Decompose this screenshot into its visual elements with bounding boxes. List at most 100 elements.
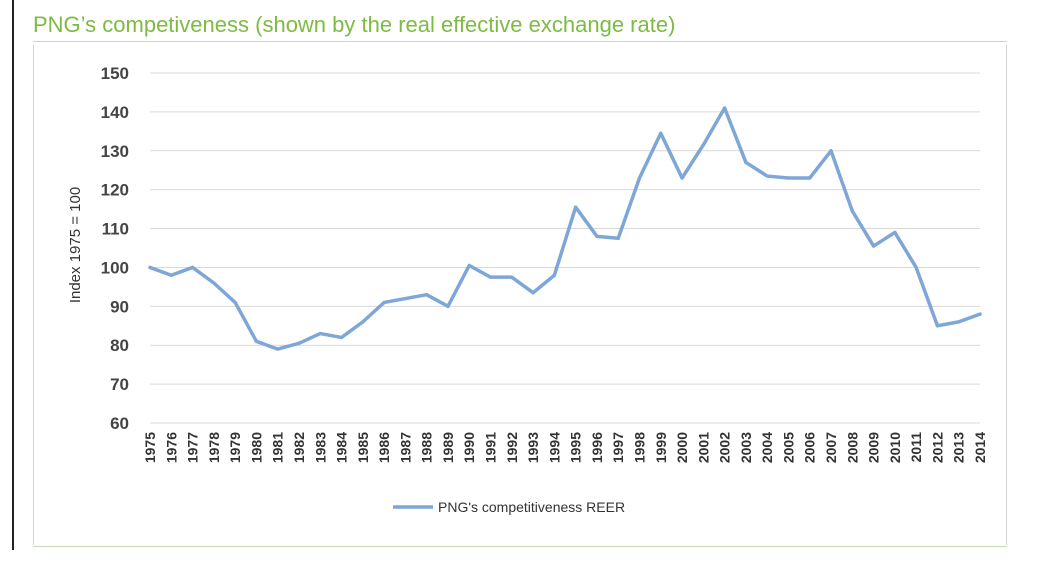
data-point-1976: [169, 273, 173, 277]
data-point-1984: [339, 335, 344, 340]
y-tick-label: 110: [102, 220, 129, 239]
x-tick-label: 1999: [653, 432, 669, 463]
x-tick-label: 1992: [504, 432, 520, 463]
data-point-1991: [488, 275, 493, 279]
data-point-1989: [446, 304, 450, 308]
data-point-2014: [978, 312, 982, 316]
x-tick-label: 1976: [163, 432, 179, 463]
x-tick-label: 1982: [291, 432, 307, 463]
x-tick-label: 2007: [823, 432, 839, 463]
data-point-1986: [382, 300, 386, 305]
y-tick-labels: 60 70 80 90 100 110 120 130 140 150: [101, 64, 129, 433]
data-point-1990: [467, 263, 471, 268]
x-tick-label: 1994: [546, 432, 562, 463]
y-tick-label: 70: [110, 375, 129, 394]
x-tick-label: 2008: [844, 432, 860, 463]
x-tick-label: 2010: [887, 432, 903, 463]
y-tick-label: 130: [101, 142, 129, 161]
data-point-1977: [190, 265, 195, 270]
x-tick-label: 1990: [461, 432, 477, 463]
data-point-2001: [701, 143, 705, 147]
x-tick-label: 2005: [780, 432, 796, 463]
x-tick-label: 1975: [142, 432, 158, 463]
x-tick-label: 1979: [227, 432, 243, 463]
data-point-2002: [723, 106, 727, 110]
x-tick-label: 2013: [951, 432, 967, 463]
data-point-1979: [233, 300, 237, 305]
x-tick-label: 2002: [717, 432, 733, 463]
x-tick-label: 1985: [355, 432, 371, 463]
x-tick-label: 1977: [185, 432, 201, 463]
x-tick-label: 1978: [206, 432, 222, 463]
legend: PNG's competitiveness REER: [393, 499, 625, 515]
series-layer: [148, 106, 982, 351]
data-point-1975: [148, 265, 152, 270]
data-point-2004: [765, 174, 769, 178]
y-tick-label: 120: [101, 181, 129, 200]
data-point-1992: [510, 275, 514, 279]
x-tick-label: 1988: [419, 432, 435, 463]
data-point-2010: [893, 230, 897, 235]
x-tick-label: 1987: [397, 432, 413, 463]
data-point-2000: [680, 176, 684, 180]
chart-frame: [33, 45, 1007, 545]
data-point-1978: [212, 281, 216, 285]
y-tick-label: 60: [110, 414, 129, 433]
x-tick-label: 1983: [312, 432, 328, 463]
x-tick-label: 2001: [695, 432, 711, 463]
y-tick-label: 100: [101, 258, 129, 277]
gridlines: [150, 72, 980, 424]
data-point-1981: [276, 347, 280, 351]
x-tick-label: 2014: [972, 432, 988, 463]
data-point-1999: [659, 131, 663, 135]
x-tick-label: 2000: [674, 432, 690, 463]
left-border-rule: [12, 0, 14, 550]
y-tick-label: 90: [110, 297, 129, 316]
y-tick-label: 140: [101, 103, 129, 122]
data-point-1985: [361, 320, 365, 324]
x-tick-label: 1984: [334, 432, 350, 463]
data-point-2013: [957, 320, 961, 324]
x-tick-label: 1989: [440, 432, 456, 463]
data-point-1988: [425, 293, 429, 297]
x-tick-label: 1996: [589, 432, 605, 463]
legend-label: PNG's competitiveness REER: [438, 499, 625, 515]
x-tick-label: 1993: [525, 432, 541, 463]
data-point-2008: [850, 209, 854, 213]
title-underline: [33, 41, 1007, 42]
series-line-reer: [148, 106, 982, 351]
x-tick-label: 1991: [483, 432, 499, 463]
y-tick-label: 150: [101, 64, 129, 83]
data-point-1993: [531, 291, 535, 295]
y-tick-label: 80: [110, 336, 129, 355]
x-tick-label: 1980: [248, 432, 264, 463]
data-point-2006: [808, 176, 812, 180]
x-tick-label: 2004: [759, 432, 775, 463]
x-tick-label: 1981: [270, 432, 286, 463]
data-point-1997: [616, 236, 620, 240]
data-point-1998: [637, 176, 642, 180]
x-tick-label: 1986: [376, 432, 392, 463]
data-point-2012: [935, 324, 940, 328]
data-point-2003: [744, 160, 748, 165]
data-point-1980: [254, 339, 259, 343]
x-tick-label: 1998: [631, 432, 647, 463]
x-tick-label: 1995: [568, 432, 584, 463]
data-point-1982: [297, 341, 301, 345]
x-tick-label: 2012: [929, 432, 945, 463]
data-point-2009: [871, 244, 876, 248]
x-tick-label: 2006: [802, 432, 818, 463]
data-point-1996: [595, 234, 599, 238]
y-axis-label: Index 1975 = 100: [67, 187, 84, 303]
x-tick-label: 2009: [866, 432, 882, 463]
data-point-1987: [403, 296, 407, 301]
page-title: PNG’s competiveness (shown by the real e…: [33, 12, 676, 37]
x-tick-label: 1997: [610, 432, 626, 463]
x-tick-label: 2003: [738, 432, 754, 463]
data-point-2005: [786, 176, 791, 180]
data-point-1983: [318, 331, 322, 336]
data-point-1994: [552, 273, 556, 277]
data-point-2011: [914, 265, 918, 270]
data-point-1995: [574, 205, 578, 209]
